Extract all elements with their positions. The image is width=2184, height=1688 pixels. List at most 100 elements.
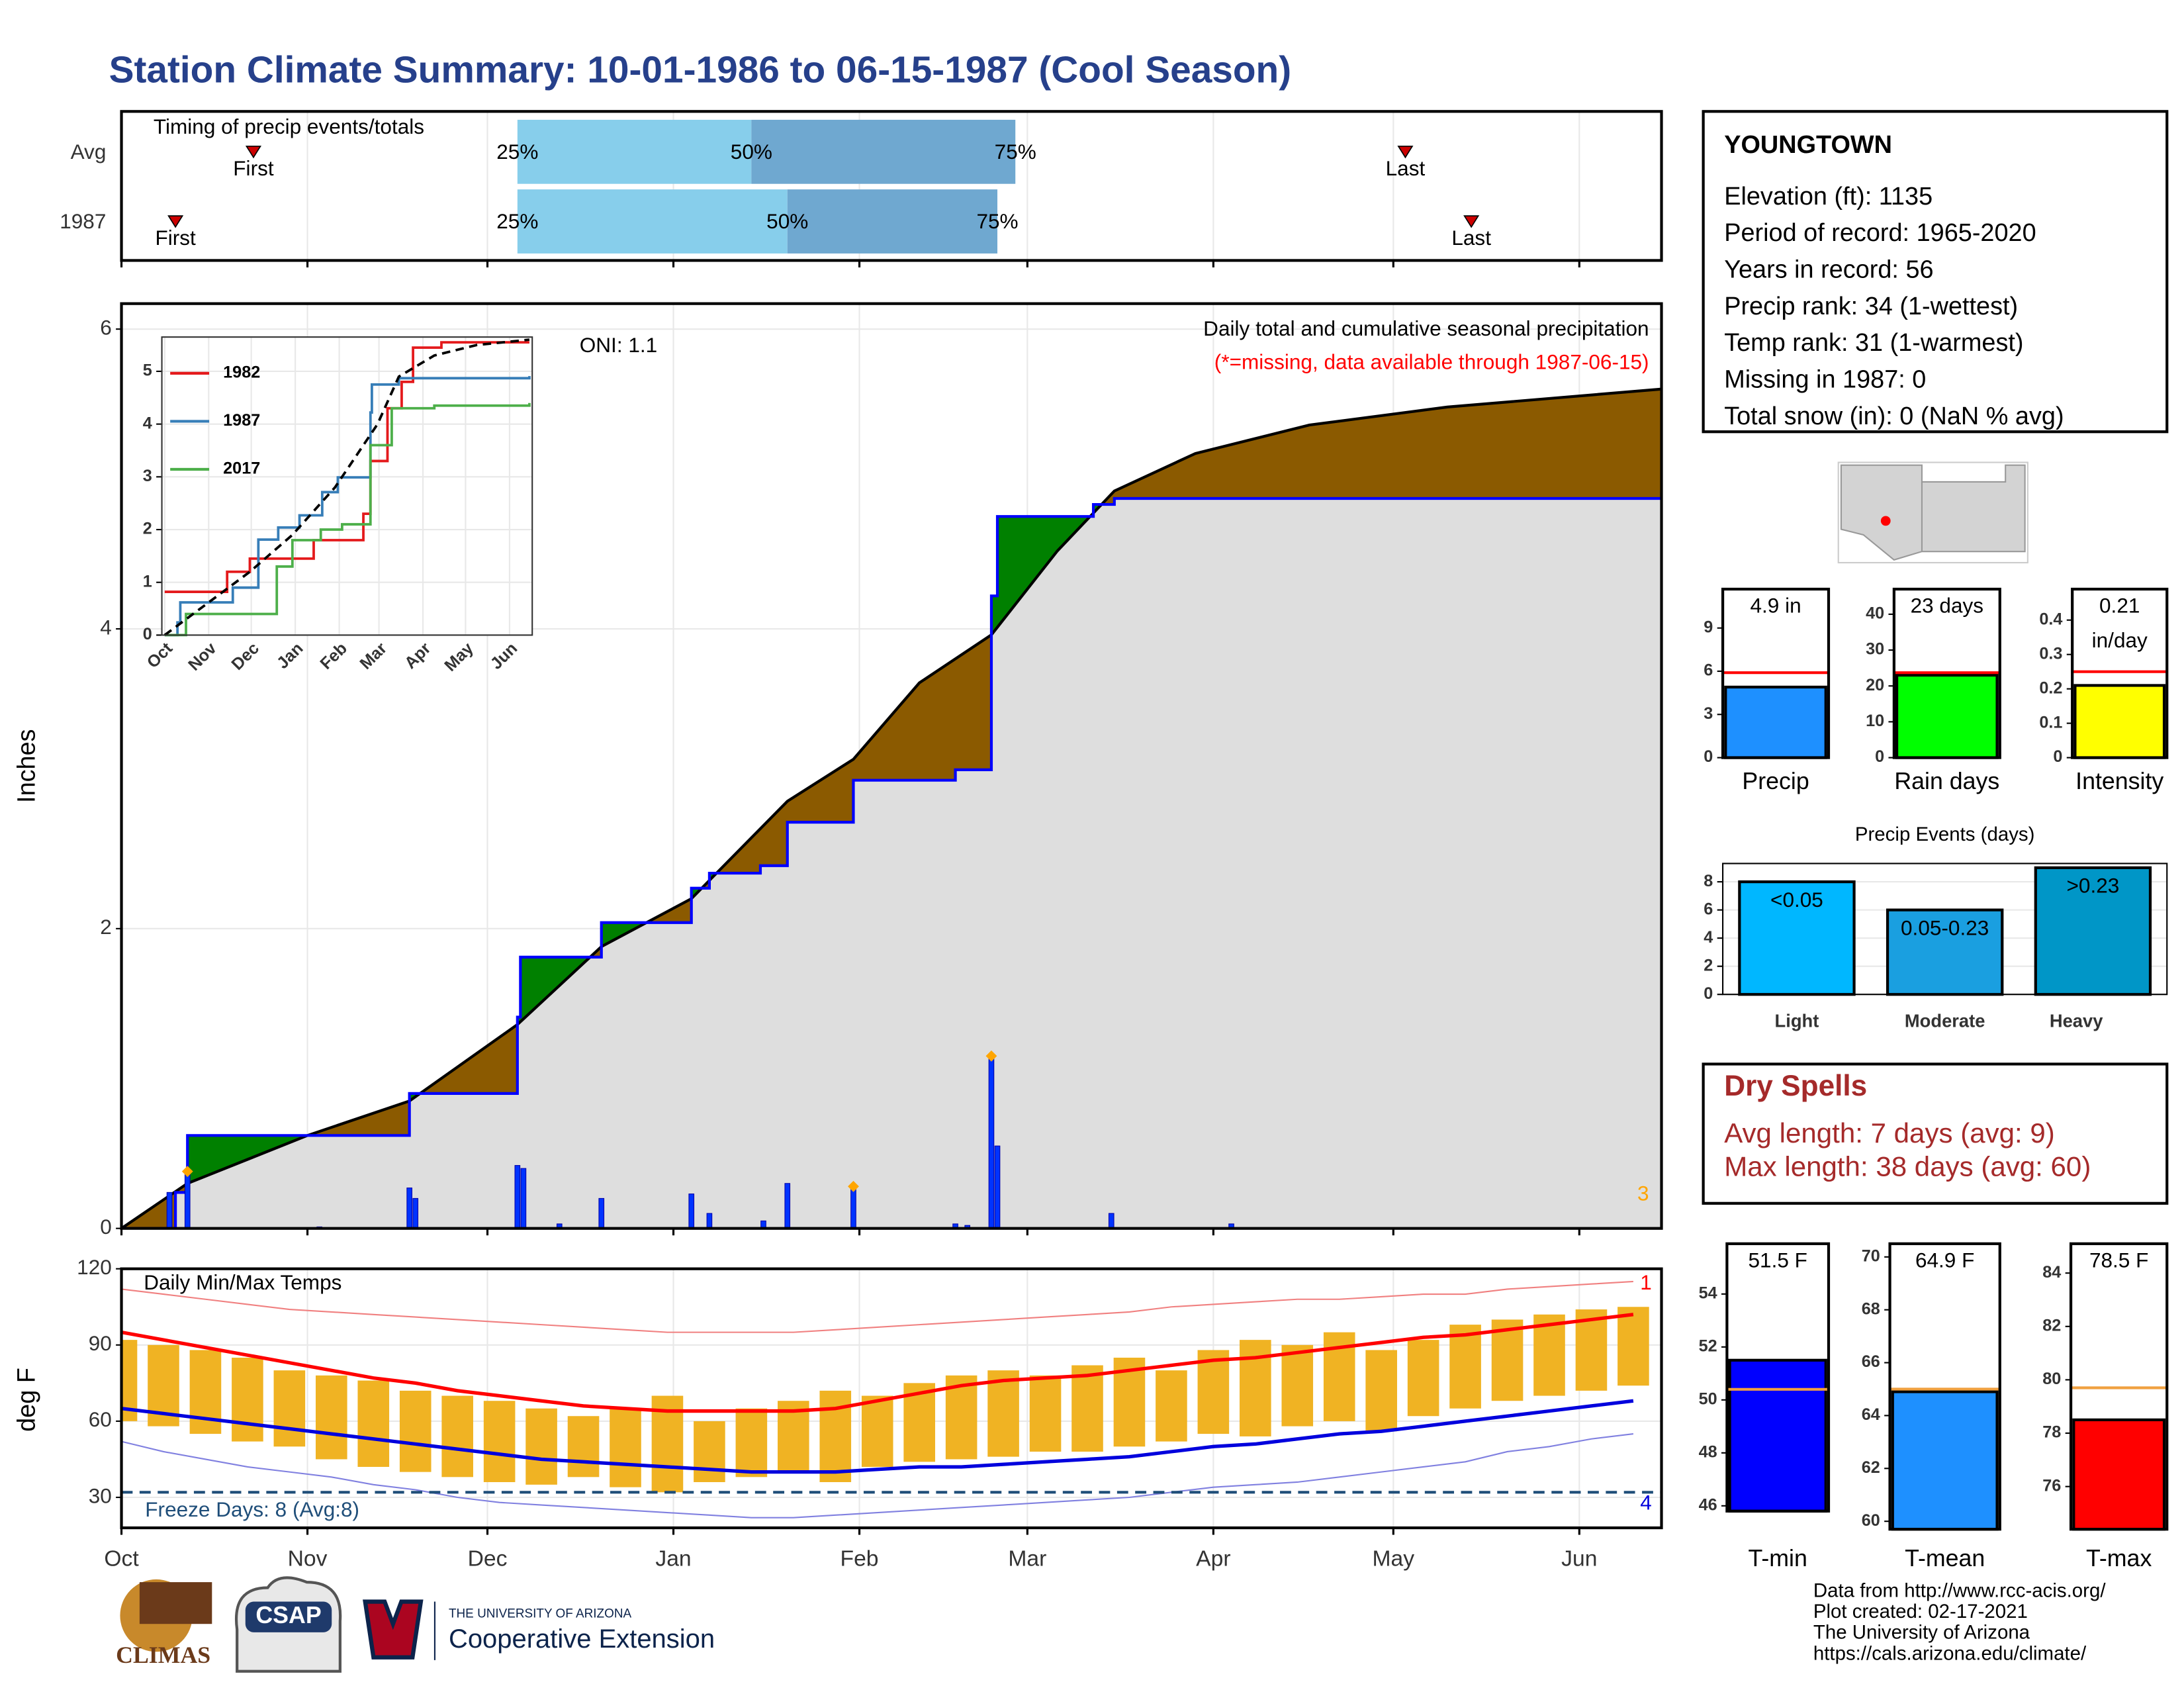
record-count: 3 (1637, 1182, 1649, 1205)
temp-bar (735, 1408, 768, 1477)
y-tick-label: 6 (100, 315, 112, 339)
station-dot (1880, 516, 1891, 526)
x-tick-label: Dec (468, 1546, 508, 1571)
temp-line (121, 1313, 1634, 1413)
average-line (121, 387, 1662, 1229)
legend-label: 1982 (223, 363, 260, 382)
y-tick-label: 62 (1862, 1458, 1880, 1477)
y-tick-label: 0 (1704, 747, 1713, 766)
temp-line (121, 1433, 1634, 1519)
timing-label: 75% (976, 209, 1018, 233)
category-label: T-min (1749, 1545, 1807, 1571)
timing-bar (517, 119, 752, 184)
value-label: 0.05-0.23 (1901, 915, 1989, 939)
bar (1895, 673, 1999, 759)
daily-bar (994, 1145, 1001, 1229)
daily-bar (952, 1223, 958, 1229)
value-label: <0.05 (1770, 888, 1823, 912)
y-tick-label: 0 (100, 1215, 112, 1239)
row-label: Avg (71, 140, 107, 164)
bar (2073, 684, 2166, 759)
temp-bar (1491, 1319, 1524, 1401)
y-tick-label: 54 (1699, 1284, 1717, 1303)
daily-bar (988, 1055, 995, 1229)
station-line: Elevation (ft): 1135 (1724, 183, 1933, 211)
daily-bar (406, 1188, 412, 1229)
y-tick-label: 8 (1704, 872, 1713, 890)
x-tick-label: Oct (144, 639, 177, 672)
temp-bar (987, 1370, 1019, 1457)
y-tick-label: 46 (1699, 1495, 1717, 1514)
x-tick-label: Oct (104, 1546, 139, 1571)
timing-label: Last (1386, 156, 1426, 180)
temp-bar (819, 1390, 852, 1482)
dry-spells-box (1702, 1062, 2169, 1205)
y-tick-label: 82 (2042, 1316, 2061, 1335)
daily-bar (166, 1192, 173, 1229)
y-tick-label: 84 (2042, 1263, 2061, 1282)
timing-bar (517, 189, 788, 254)
y-tick-label: 4 (143, 414, 152, 432)
footer-line: Data from http://www.rcc-acis.org/ (1813, 1580, 2106, 1602)
y-tick-label: 30 (89, 1483, 112, 1507)
y-tick-label: 6 (1704, 661, 1713, 680)
y-tick-label: 1 (143, 572, 152, 590)
y-tick-label: 0 (1875, 747, 1884, 766)
y-tick-label: 64 (1862, 1405, 1880, 1424)
y-tick-label: 2 (100, 915, 112, 939)
y-tick-label: 4 (100, 615, 112, 639)
bar (1724, 685, 1827, 759)
mini-frame (1721, 587, 1831, 759)
timing-marker (167, 215, 184, 228)
y-tick-label: 0 (2053, 747, 2062, 766)
daily-bar (1108, 1213, 1115, 1229)
y-tick-label: 60 (1862, 1511, 1880, 1530)
y-tick-label: 78 (2042, 1423, 2061, 1442)
dry-spells-title: Dry Spells (1724, 1070, 1867, 1102)
daily-bar (412, 1197, 419, 1229)
bar (1886, 908, 2004, 996)
panel-frame (120, 110, 1663, 262)
timing-label: First (233, 156, 274, 180)
temp-bar (1533, 1314, 1565, 1396)
y-tick-label: 120 (77, 1255, 112, 1279)
y-tick-label: 76 (2042, 1476, 2061, 1495)
bar (1728, 1358, 1827, 1513)
daily-bar (514, 1165, 521, 1229)
category-label: Rain days (1894, 768, 1999, 794)
station-line: Total snow (in): 0 (NaN % avg) (1724, 402, 2064, 430)
value-label: 51.5 F (1748, 1248, 1807, 1272)
category-label: Heavy (2050, 1011, 2103, 1031)
station-line: Precip rank: 34 (1-wettest) (1724, 293, 2018, 320)
temp-bar (273, 1370, 306, 1447)
mini-frame (1722, 863, 2168, 996)
oni-label: ONI: 1.1 (580, 333, 657, 357)
timing-label: 25% (496, 140, 538, 164)
bar (2072, 1418, 2166, 1531)
extension-text: Cooperative Extension (449, 1624, 715, 1654)
panel-frame (120, 1267, 1663, 1530)
temp-bar (610, 1408, 641, 1487)
page-title: Station Climate Summary: 10-01-1986 to 0… (109, 49, 1292, 91)
dry-spells-line: Max length: 38 days (avg: 60) (1724, 1150, 2091, 1182)
y-tick-label: 3 (143, 467, 152, 485)
climas-logo-shape (139, 1582, 212, 1624)
x-tick-label: Feb (316, 639, 351, 673)
mini-frame (2069, 1242, 2169, 1531)
y-tick-label: 50 (1699, 1389, 1717, 1408)
x-tick-label: Jun (1561, 1546, 1597, 1571)
timing-marker (1397, 146, 1414, 159)
station-line: Missing in 1987: 0 (1724, 365, 1926, 393)
daily-bar (760, 1220, 766, 1229)
temp-plot (121, 1280, 1662, 1519)
temp-bar (399, 1390, 432, 1472)
y-tick-label: 3 (1704, 704, 1713, 723)
footer-line: Plot created: 02-17-2021 (1813, 1601, 2028, 1622)
bar (1891, 1390, 1999, 1531)
locator-map (1837, 461, 2028, 564)
y-tick-label: 68 (1862, 1299, 1880, 1318)
logos: CLIMAS CSAP THE UNIVERSITY OF ARIZONA Co… (116, 1576, 715, 1673)
y-tick-label: 70 (1862, 1246, 1880, 1265)
temp-bar (1029, 1375, 1062, 1452)
